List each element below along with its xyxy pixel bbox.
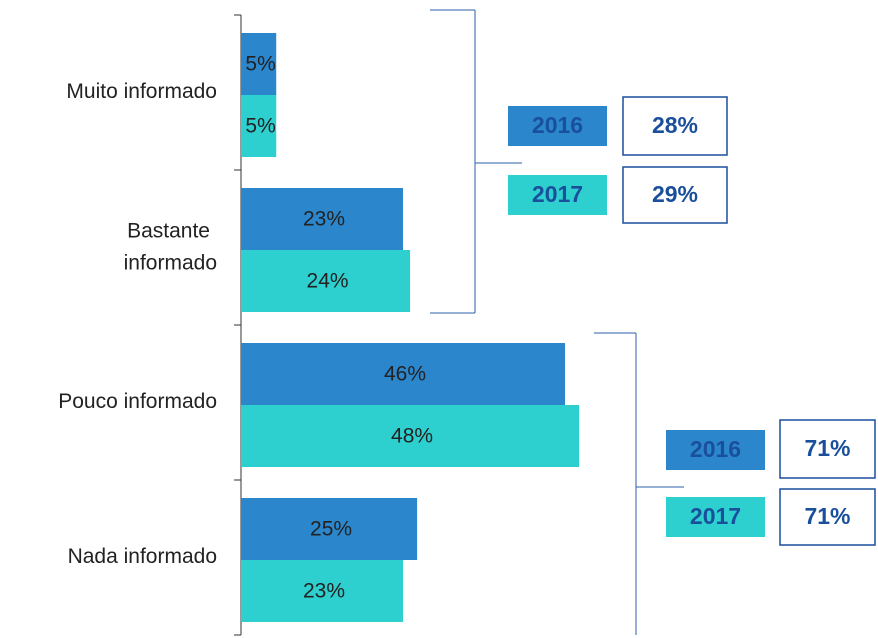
bar (241, 95, 277, 157)
total-box (779, 419, 876, 479)
bar (241, 560, 404, 622)
total-label: 29% (652, 181, 698, 207)
total-box (622, 96, 728, 156)
category-label-line: informado (124, 251, 217, 274)
year-box (666, 497, 765, 537)
total-label: 71% (804, 503, 850, 529)
bar (241, 188, 404, 250)
year-box (508, 106, 607, 146)
year-label: 2016 (690, 436, 741, 462)
bar (241, 405, 580, 467)
bar (241, 498, 418, 560)
total-label: 28% (652, 112, 698, 138)
total-label: 71% (804, 435, 850, 461)
value-label: 25% (310, 518, 352, 541)
value-label: 24% (307, 270, 349, 293)
total-box (622, 166, 728, 224)
category-label: Bastante informado (124, 219, 217, 274)
year-label: 2016 (532, 112, 583, 138)
year-box (666, 430, 765, 470)
category-label: Nada informado (68, 545, 217, 568)
total-box (779, 488, 876, 546)
value-label: 5% (245, 115, 275, 138)
value-label: 23% (303, 208, 345, 231)
value-label: 48% (391, 425, 433, 448)
bar (241, 250, 411, 312)
category-label: Pouco informado (58, 390, 217, 413)
category-label-line: Bastante (127, 219, 210, 242)
year-box (508, 175, 607, 215)
value-label: 5% (245, 53, 275, 76)
bar (241, 33, 277, 95)
year-label: 2017 (532, 181, 583, 207)
category-label: Muito informado (66, 80, 217, 103)
value-label: 46% (384, 363, 426, 386)
value-label: 23% (303, 580, 345, 603)
bar (241, 343, 566, 405)
year-label: 2017 (690, 503, 741, 529)
